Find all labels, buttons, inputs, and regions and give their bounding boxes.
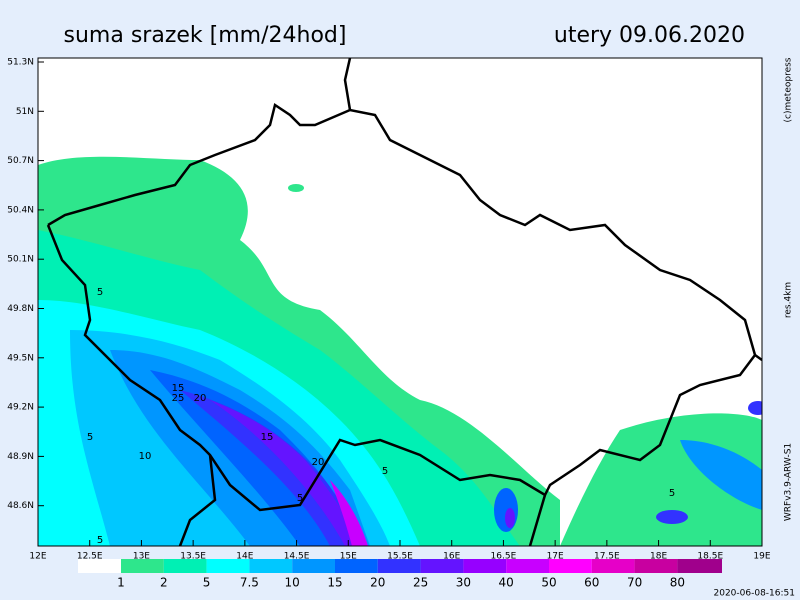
lon-label: 16E	[443, 552, 460, 562]
precip-7	[180, 390, 360, 546]
precip-9	[330, 480, 368, 546]
legend-swatch	[292, 559, 335, 573]
legend-swatch	[420, 559, 464, 573]
lon-label: 13E	[133, 552, 150, 562]
legend-swatch	[549, 559, 592, 573]
lon-label: 12.5E	[77, 552, 103, 562]
contour-label: 5	[97, 287, 103, 298]
legend-swatch	[121, 559, 164, 573]
legend-label: 40	[499, 576, 514, 590]
contour-label: 15	[261, 432, 274, 443]
legend-swatch	[335, 559, 378, 573]
lat-label: 49.8N	[7, 304, 34, 314]
lon-label: 12E	[29, 552, 46, 562]
lon-label: 17E	[547, 552, 564, 562]
title: suma srazek [mm/24hod]	[64, 23, 347, 48]
border-de-pl	[343, 58, 352, 111]
lat-label: 50.4N	[7, 205, 34, 215]
contour-label: 5	[297, 493, 303, 504]
legend-swatch	[78, 559, 121, 573]
lon-label: 16.5E	[491, 552, 517, 562]
legend-swatch	[634, 559, 678, 573]
legend-swatch	[249, 559, 293, 573]
legend-swatch	[463, 559, 507, 573]
legend-label: 60	[584, 576, 599, 590]
precip-east-4	[494, 488, 518, 532]
lon-label: 13.5E	[180, 552, 206, 562]
legend-label: 30	[456, 576, 471, 590]
contour-label: 15	[172, 383, 185, 394]
contour-label: 20	[312, 457, 325, 468]
lon-label: 14E	[236, 552, 253, 562]
legend-label: 15	[327, 576, 342, 590]
legend-label: 80	[670, 576, 685, 590]
lon-label: 15E	[340, 552, 357, 562]
lat-label: 51.3N	[7, 58, 34, 68]
precip-east-6	[748, 401, 762, 415]
legend-label: 50	[541, 576, 556, 590]
contour-label: 10	[139, 451, 152, 462]
legend-label: 25	[413, 576, 428, 590]
lat-label: 49.2N	[7, 403, 34, 413]
contour-label: 5	[382, 466, 388, 477]
legend-swatch	[677, 559, 722, 573]
legend-label: 10	[285, 576, 300, 590]
lat-label: 48.9N	[7, 452, 34, 462]
contour-label: 5	[97, 535, 103, 546]
legend-swatch	[377, 559, 421, 573]
lat-label: 49.5N	[7, 353, 34, 363]
legend-label: 20	[370, 576, 385, 590]
lon-label: 17.5E	[594, 552, 620, 562]
legend-label: 1	[117, 576, 125, 590]
legend-label: 5	[203, 576, 211, 590]
contour-label: 5	[669, 488, 675, 499]
lat-label: 50.1N	[7, 255, 34, 265]
precip-spot	[288, 184, 304, 192]
precip-8	[210, 400, 360, 546]
timestamp: 2020-06-08-16:51	[714, 589, 796, 599]
model: WRFv3.9-ARW-S1	[784, 443, 794, 521]
border-sk-pl	[754, 353, 762, 362]
precip-east-2	[680, 440, 762, 510]
contour-label: 25	[172, 393, 185, 404]
legend-label: 2	[160, 576, 168, 590]
contour-label: 20	[194, 393, 207, 404]
legend-label: 70	[627, 576, 642, 590]
lat-label: 51N	[16, 107, 34, 117]
lat-label: 50.7N	[7, 156, 34, 166]
precip-east-5	[505, 508, 515, 528]
contour-label: 5	[87, 432, 93, 443]
lon-label: 14.5E	[284, 552, 310, 562]
legend-swatch	[591, 559, 635, 573]
map	[38, 58, 762, 546]
border-de-at	[178, 454, 217, 546]
lon-label: 19E	[753, 552, 770, 562]
borders	[46, 58, 762, 546]
lat-label: 48.6N	[7, 501, 34, 511]
lon-label: 18E	[650, 552, 667, 562]
date: utery 09.06.2020	[554, 23, 745, 48]
credit: (c)meteopress	[784, 57, 794, 122]
border-at-sk	[528, 494, 547, 546]
precip-east-3	[656, 510, 688, 524]
lon-label: 18.5E	[697, 552, 723, 562]
legend-swatch	[163, 559, 207, 573]
legend-swatch	[206, 559, 250, 573]
resolution: res.4km	[784, 282, 794, 318]
lon-label: 15.5E	[387, 552, 413, 562]
legend-swatch	[506, 559, 549, 573]
legend-label: 7.5	[240, 576, 259, 590]
